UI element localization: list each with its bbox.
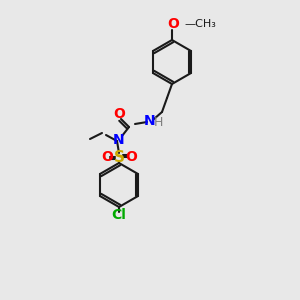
Text: S: S [113,149,124,164]
Text: O: O [167,17,179,31]
Text: N: N [113,133,125,147]
Text: N: N [144,114,156,128]
Text: H: H [153,116,163,130]
Text: O: O [113,107,125,121]
Text: O: O [101,150,113,164]
Text: Cl: Cl [112,208,126,222]
Text: —CH₃: —CH₃ [184,19,216,29]
Text: O: O [125,150,137,164]
